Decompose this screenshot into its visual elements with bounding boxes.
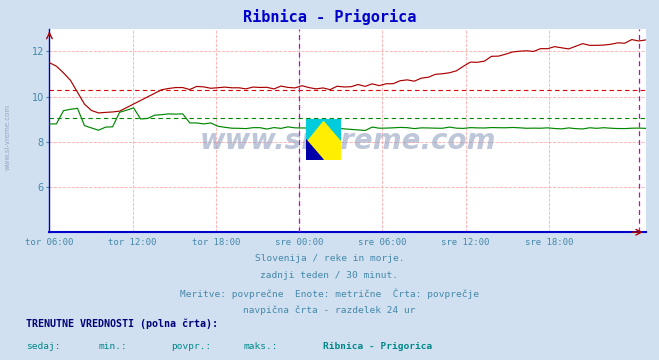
Text: TRENUTNE VREDNOSTI (polna črta):: TRENUTNE VREDNOSTI (polna črta): [26,319,218,329]
Text: maks.:: maks.: [244,342,278,351]
Text: sre 00:00: sre 00:00 [275,238,324,247]
Text: tor 06:00: tor 06:00 [25,238,74,247]
Polygon shape [306,119,341,160]
Text: tor 18:00: tor 18:00 [192,238,240,247]
Text: www.si-vreme.com: www.si-vreme.com [200,127,496,155]
Text: sre 06:00: sre 06:00 [358,238,407,247]
Text: sre 18:00: sre 18:00 [525,238,573,247]
Text: Ribnica - Prigorica: Ribnica - Prigorica [323,342,432,351]
Text: navpična črta - razdelek 24 ur: navpična črta - razdelek 24 ur [243,306,416,315]
Polygon shape [306,119,323,140]
Text: povpr.:: povpr.: [171,342,212,351]
Polygon shape [306,140,323,160]
Text: sre 12:00: sre 12:00 [442,238,490,247]
Text: min.:: min.: [99,342,128,351]
Polygon shape [323,119,341,140]
Text: www.si-vreme.com: www.si-vreme.com [5,104,11,170]
Text: Slovenija / reke in morje.: Slovenija / reke in morje. [255,254,404,263]
Text: Ribnica - Prigorica: Ribnica - Prigorica [243,9,416,25]
Text: sedaj:: sedaj: [26,342,61,351]
Text: zadnji teden / 30 minut.: zadnji teden / 30 minut. [260,271,399,280]
Text: Meritve: povprečne  Enote: metrične  Črta: povprečje: Meritve: povprečne Enote: metrične Črta:… [180,288,479,299]
Text: tor 12:00: tor 12:00 [109,238,157,247]
